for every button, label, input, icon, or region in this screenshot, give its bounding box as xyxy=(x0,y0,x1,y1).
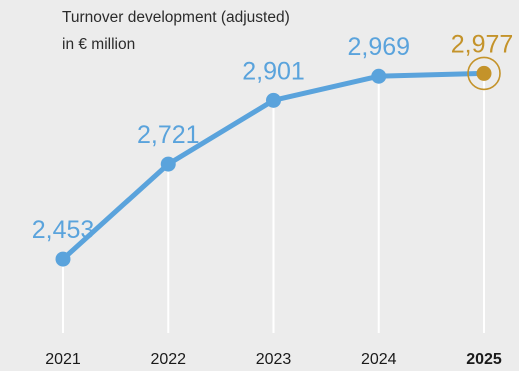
data-point-2023 xyxy=(266,92,281,108)
chart-title-line-2: in € million xyxy=(62,36,136,53)
data-point-2021 xyxy=(55,251,71,267)
data-point-2024 xyxy=(371,68,387,84)
x-tick-label-2025: 2025 xyxy=(466,351,502,368)
value-label-2023: 2,901 xyxy=(242,57,305,85)
x-tick-label-2021: 2021 xyxy=(45,351,81,368)
value-label-2021: 2,453 xyxy=(32,216,95,244)
highlight-ring-2025 xyxy=(467,56,501,91)
value-label-2024: 2,969 xyxy=(347,33,410,61)
data-point-2022 xyxy=(160,156,176,172)
x-tick-label-2022: 2022 xyxy=(150,351,186,368)
x-tick-label-2024: 2024 xyxy=(361,351,397,368)
value-label-2022: 2,721 xyxy=(137,121,200,149)
value-label-2025: 2,977 xyxy=(451,30,514,58)
data-point-2025 xyxy=(476,65,492,81)
x-tick-label-2023: 2023 xyxy=(256,351,292,368)
chart-title-line-1: Turnover development (adjusted) xyxy=(62,9,290,26)
